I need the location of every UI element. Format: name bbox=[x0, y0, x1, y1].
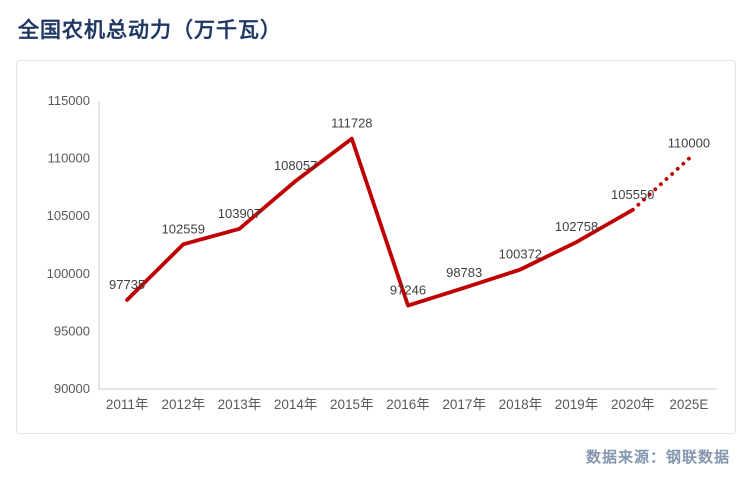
y-tick-label: 105000 bbox=[47, 208, 90, 223]
line-chart: 90000 95000 100000 105000 110000 115000 2011年 2… bbox=[47, 93, 717, 412]
x-tick-label: 2025E bbox=[669, 397, 708, 412]
x-tick-label: 2016年 bbox=[386, 397, 430, 412]
data-label: 98783 bbox=[446, 265, 482, 280]
data-label: 102758 bbox=[555, 219, 598, 234]
y-tick-label: 100000 bbox=[47, 266, 90, 281]
data-label: 97246 bbox=[390, 283, 426, 298]
x-tick-label: 2017年 bbox=[442, 397, 486, 412]
x-tick-label: 2019年 bbox=[555, 397, 599, 412]
data-label: 100372 bbox=[499, 247, 542, 262]
data-label: 108057 bbox=[274, 158, 317, 173]
x-tick-label: 2012年 bbox=[161, 397, 205, 412]
plot-frame: 90000 95000 100000 105000 110000 115000 2011年 2… bbox=[16, 60, 736, 434]
data-label: 110000 bbox=[668, 136, 710, 151]
y-tick-label: 90000 bbox=[54, 381, 90, 396]
y-tick-label: 110000 bbox=[48, 151, 90, 166]
data-label: 102559 bbox=[162, 221, 205, 236]
data-label: 103907 bbox=[218, 206, 261, 221]
x-tick-label: 2014年 bbox=[274, 397, 318, 412]
data-label: 97735 bbox=[109, 277, 145, 292]
series-line-forecast-dotted bbox=[630, 156, 691, 212]
x-tick-label: 2013年 bbox=[218, 397, 262, 412]
chart-title: 全国农机总动力（万千瓦） bbox=[18, 18, 282, 42]
data-label: 111728 bbox=[331, 116, 372, 131]
x-tick-label: 2015年 bbox=[330, 397, 374, 412]
y-tick-label: 115000 bbox=[48, 93, 90, 108]
series-line-solid bbox=[125, 136, 635, 308]
y-tick-label: 95000 bbox=[54, 323, 90, 338]
x-tick-label: 2020年 bbox=[611, 397, 655, 412]
x-tick-label: 2011年 bbox=[106, 397, 149, 412]
data-source-label: 数据来源：钢联数据 bbox=[585, 450, 730, 466]
x-tick-label: 2018年 bbox=[499, 397, 543, 412]
data-label: 105550 bbox=[611, 187, 654, 202]
